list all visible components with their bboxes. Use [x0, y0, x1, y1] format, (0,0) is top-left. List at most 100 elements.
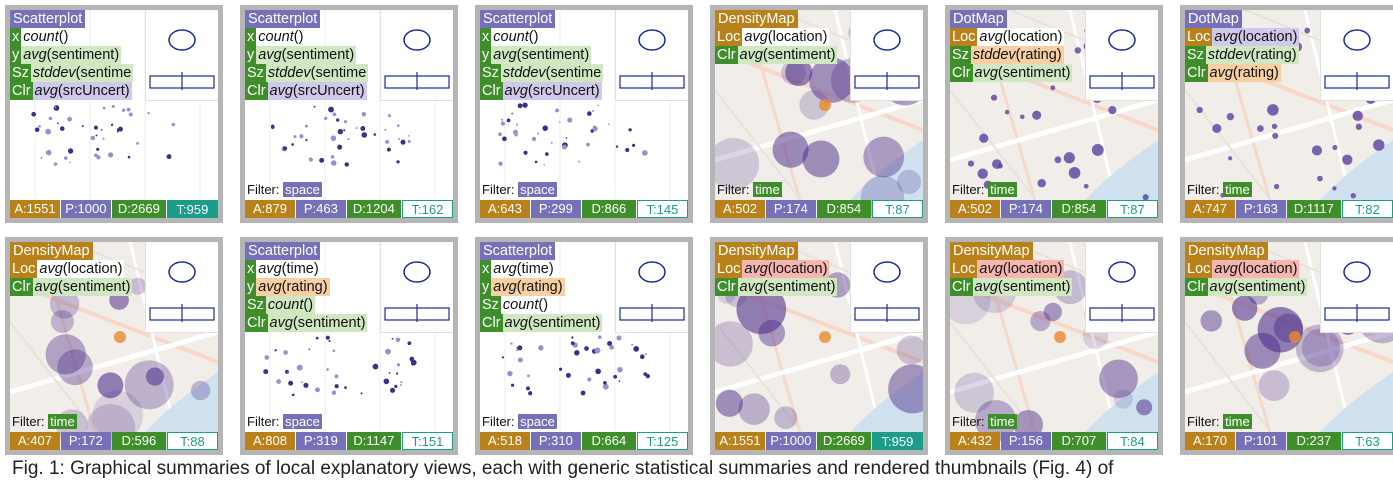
encoding-row: Clr avg(sentiment) [480, 314, 603, 332]
map-dot [1342, 154, 1353, 165]
scatter-point [315, 336, 319, 340]
uncertainty-ellipse [638, 261, 666, 283]
summary-legend [145, 10, 218, 101]
scatter-point [574, 350, 580, 356]
scatter-point [334, 384, 339, 389]
view-thumbnail[interactable]: DensityMap Loc avg(location) Clr avg(sentime… [1180, 237, 1393, 455]
map-dot [1227, 156, 1233, 161]
scatter-point [283, 350, 288, 355]
view-thumbnail[interactable]: Scatterplot x avg(time) y avg(rating) Sz count… [475, 237, 693, 455]
encoding-row: Loc avg(location) [715, 260, 837, 278]
map-dot [1352, 110, 1363, 122]
summary-legend [1320, 10, 1393, 101]
density-hotspot [114, 331, 126, 343]
encoding-field: avg(sentiment) [502, 314, 603, 332]
view-thumbnail[interactable]: Scatterplot x count() y avg(sentiment) Sz stdd… [240, 5, 458, 223]
density-blob [738, 393, 770, 425]
encoding-channel: Loc [715, 260, 743, 278]
encoding-channel: Clr [245, 82, 268, 100]
scatter-point [337, 144, 343, 150]
scatter-point [264, 355, 270, 360]
scatter-point [515, 123, 518, 126]
map-dot [1272, 132, 1279, 139]
density-blob [785, 58, 813, 87]
uncertainty-ellipse [403, 261, 431, 283]
scatter-point [59, 126, 65, 131]
stat-d: D:866 [581, 200, 636, 218]
map-dot [1037, 178, 1046, 188]
encoding-field: avg(sentiment) [21, 46, 122, 64]
scatter-point [67, 148, 74, 154]
map-dot [1226, 113, 1235, 121]
encoding-list: Scatterplot x count() y avg(sentiment) Sz stdd… [480, 10, 604, 100]
stat-p: P:101 [1235, 432, 1286, 450]
scatter-point [360, 126, 366, 131]
view-thumbnail[interactable]: DotMap Loc avg(location) Sz stddev(rating) Cl… [1180, 5, 1393, 223]
thumbnail-canvas: Scatterplot x count() y avg(sentiment) Sz stdd… [10, 10, 218, 218]
scatter-point [398, 138, 401, 141]
scatter-point [291, 393, 295, 397]
density-blob [774, 406, 798, 430]
scatter-point [542, 125, 549, 131]
encoding-field: avg(location) [1212, 28, 1300, 46]
scatter-point [325, 335, 330, 340]
encoding-channel: x [480, 260, 492, 278]
map-dot [1019, 114, 1025, 120]
density-blob [896, 335, 923, 365]
stats-bar: A:808 P:319 D:1147 T:151 [245, 432, 453, 450]
stat-p: P:1000 [765, 432, 816, 450]
encoding-channel: Loc [1185, 260, 1213, 278]
encoding-row: Loc avg(location) [950, 28, 1072, 46]
view-thumbnail[interactable]: Scatterplot x count() y avg(sentiment) Sz stdd… [475, 5, 693, 223]
view-thumbnail[interactable]: DensityMap Loc avg(location) Clr avg(sentime… [945, 237, 1163, 455]
stat-a: A:1551 [10, 200, 60, 218]
scatter-point [550, 141, 553, 144]
scatter-point [603, 384, 606, 388]
view-thumbnail[interactable]: Scatterplot x avg(time) y avg(rating) Sz count… [240, 237, 458, 455]
filter-value: space [283, 182, 322, 197]
filter-label: Filter: [247, 182, 284, 197]
summary-legend [1085, 242, 1158, 333]
scatter-point [40, 156, 43, 159]
scatter-point [38, 125, 41, 128]
view-thumbnail[interactable]: DotMap Loc avg(location) Sz stddev(rating) Cl… [945, 5, 1163, 223]
scatter-point [558, 367, 563, 371]
scatter-point [386, 147, 391, 152]
view-thumbnail[interactable]: DensityMap Loc avg(location) Clr avg(sentime… [710, 5, 928, 223]
scatter-point [121, 108, 126, 112]
encoding-channel: Clr [480, 82, 503, 100]
encoding-row: Sz stddev(rating) [1185, 46, 1299, 64]
stat-t: T:82 [1341, 200, 1393, 218]
encoding-channel: Sz [245, 64, 266, 82]
filter-label: Filter: [247, 414, 284, 429]
stat-p: P:1000 [60, 200, 111, 218]
view-thumbnail[interactable]: Scatterplot x count() y avg(sentiment) Sz stdd… [5, 5, 223, 223]
density-blob [97, 372, 124, 399]
scatter-point [373, 133, 377, 136]
thumbnail-canvas: DensityMap Loc avg(location) Clr avg(sentime… [950, 242, 1158, 450]
map-dot [1074, 47, 1082, 54]
summary-legend [615, 10, 688, 101]
scatter-point [271, 124, 275, 128]
density-blob [888, 364, 923, 414]
map-dot [1091, 144, 1104, 156]
summary-legend [380, 242, 453, 333]
view-thumbnail[interactable]: DensityMap Loc avg(location) Clr avg(sentime… [5, 237, 223, 455]
encoding-row: x count() [10, 28, 133, 46]
scatter-point [69, 161, 71, 164]
density-blob [1136, 399, 1153, 416]
view-title: DensityMap [1185, 242, 1268, 260]
encoding-row: Clr avg(sentiment) [1185, 278, 1308, 296]
scatter-point [399, 384, 402, 386]
stat-p: P:463 [295, 200, 346, 218]
view-thumbnail[interactable]: DensityMap Loc avg(location) Clr avg(sentime… [710, 237, 928, 455]
scatter-point [100, 129, 103, 131]
encoding-row: x count() [480, 28, 603, 46]
scatter-point [594, 347, 601, 354]
view-title: Scatterplot [245, 242, 321, 260]
scatter-point [117, 126, 123, 132]
encoding-row: y avg(rating) [245, 278, 367, 296]
density-blob [802, 140, 840, 178]
stat-d: D:854 [1051, 200, 1106, 218]
